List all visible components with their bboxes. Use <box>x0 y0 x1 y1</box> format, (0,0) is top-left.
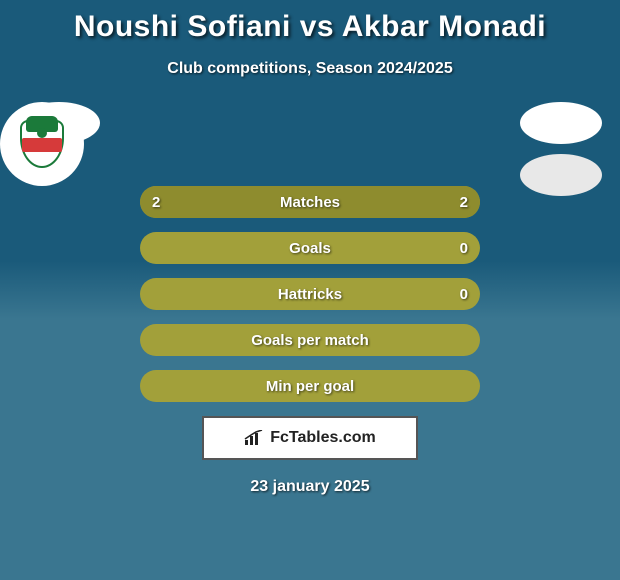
brand-text: FcTables.com <box>270 429 376 447</box>
stat-bar: 0Goals <box>140 232 480 264</box>
bar-label: Goals per match <box>140 324 480 356</box>
comparison-panel: 22Matches 0Goals 0Hattricks Goals per match… <box>0 102 620 496</box>
stat-bar: 0Hattricks <box>140 278 480 310</box>
bar-label: Min per goal <box>140 370 480 402</box>
bar-label: Matches <box>140 186 480 218</box>
stat-bar: Min per goal <box>140 370 480 402</box>
bar-label: Hattricks <box>140 278 480 310</box>
club-left-crest <box>0 102 84 186</box>
stat-bar: 22Matches <box>140 186 480 218</box>
snapshot-date: 23 january 2025 <box>0 478 620 496</box>
stat-bar: Goals per match <box>140 324 480 356</box>
crest-icon <box>12 114 72 174</box>
chart-icon <box>244 430 264 446</box>
player-right-avatar <box>520 102 602 144</box>
club-right-crest <box>520 154 602 196</box>
bar-label: Goals <box>140 232 480 264</box>
page-title: Noushi Sofiani vs Akbar Monadi <box>0 0 620 44</box>
brand-box[interactable]: FcTables.com <box>202 416 418 460</box>
bars-container: 22Matches 0Goals 0Hattricks Goals per match… <box>140 186 480 402</box>
page-subtitle: Club competitions, Season 2024/2025 <box>0 60 620 78</box>
